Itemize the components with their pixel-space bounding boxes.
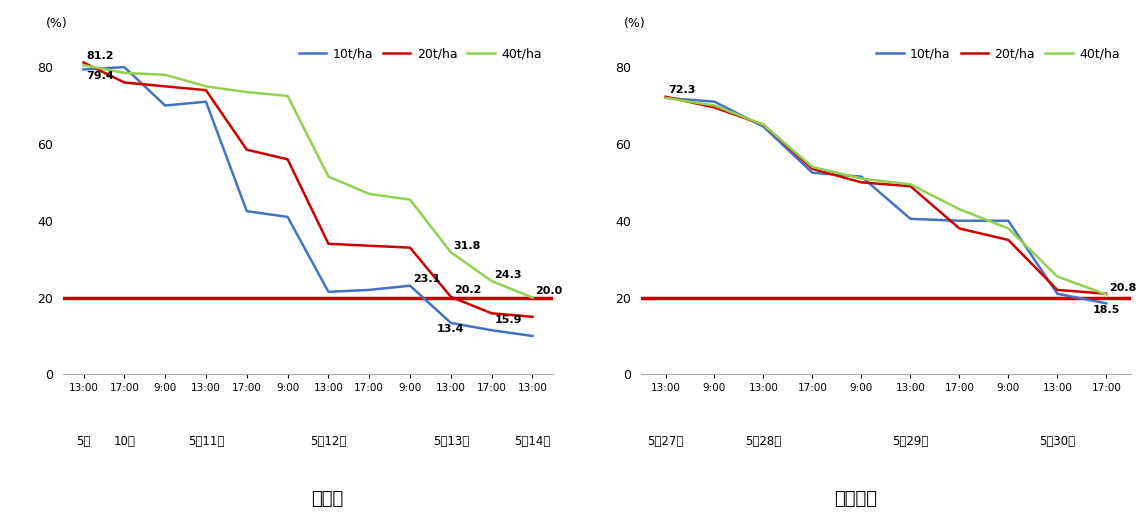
Text: 5월12일: 5월12일 — [310, 435, 347, 448]
Text: 23.1: 23.1 — [413, 274, 440, 284]
Legend: 10t/ha, 20t/ha, 40t/ha: 10t/ha, 20t/ha, 40t/ha — [871, 43, 1125, 66]
Text: 31.8: 31.8 — [453, 241, 481, 251]
Text: 5월13일: 5월13일 — [433, 435, 470, 448]
Text: 20.8: 20.8 — [1109, 283, 1137, 293]
Text: 5월11일: 5월11일 — [188, 435, 224, 448]
Text: 5월28일: 5월28일 — [745, 435, 782, 448]
Text: 5월27일: 5월27일 — [647, 435, 684, 448]
Text: 개화후기: 개화후기 — [833, 490, 877, 508]
Text: 5월29일: 5월29일 — [892, 435, 929, 448]
Legend: 10t/ha, 20t/ha, 40t/ha: 10t/ha, 20t/ha, 40t/ha — [294, 43, 546, 66]
Text: 5월14일: 5월14일 — [514, 435, 551, 448]
Text: 79.4: 79.4 — [86, 71, 114, 81]
Text: 10일: 10일 — [114, 435, 135, 448]
Text: (%): (%) — [623, 17, 645, 30]
Text: 81.2: 81.2 — [86, 51, 114, 61]
Text: 5월30일: 5월30일 — [1039, 435, 1076, 448]
Text: 5월: 5월 — [77, 435, 91, 448]
Text: 15.9: 15.9 — [495, 315, 522, 324]
Text: 출수기: 출수기 — [311, 490, 343, 508]
Text: 72.3: 72.3 — [668, 85, 696, 95]
Text: 13.4: 13.4 — [437, 324, 465, 334]
Text: 24.3: 24.3 — [495, 270, 522, 280]
Text: 18.5: 18.5 — [1093, 305, 1120, 315]
Text: (%): (%) — [46, 17, 68, 30]
Text: 20.0: 20.0 — [535, 286, 563, 296]
Text: 20.2: 20.2 — [453, 285, 481, 295]
